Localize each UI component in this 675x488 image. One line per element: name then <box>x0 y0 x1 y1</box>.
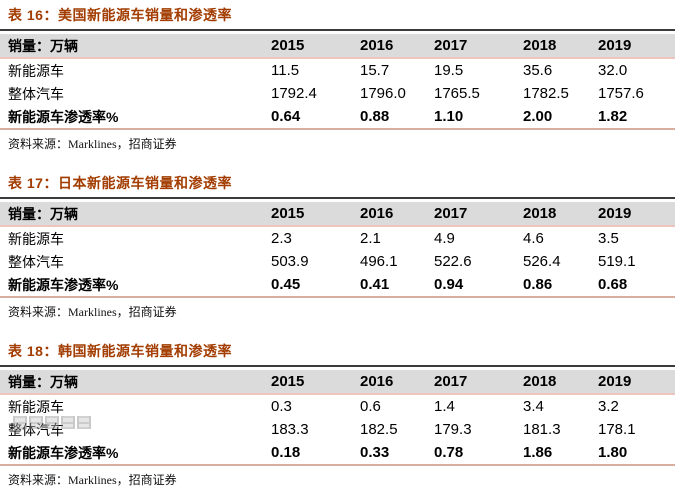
value-cell: 0.41 <box>360 276 390 293</box>
value-cell: 183.3 <box>271 421 309 438</box>
year-header-cell: 2017 <box>434 37 468 54</box>
header-row: 销量：万辆 2015 2016 2017 2018 2019 <box>0 34 675 58</box>
table-row: 整体汽车 183.3 182.5 179.3 181.3 178.1 <box>0 418 675 441</box>
value-cell: 0.68 <box>598 276 628 293</box>
value-cell: 1796.0 <box>360 85 406 102</box>
year-header-cell: 2018 <box>523 37 557 54</box>
value-cell: 1757.6 <box>598 85 644 102</box>
year-header-cell: 2017 <box>434 205 468 222</box>
table-row-penetration: 新能源车渗透率% 0.45 0.41 0.94 0.86 0.68 <box>0 273 675 297</box>
table-block-japan: 表 17：日本新能源车销量和渗透率 销量：万辆 2015 2016 2017 2… <box>0 173 675 320</box>
row-label-cell: 新能源车 <box>8 64 64 80</box>
value-cell: 2.00 <box>523 108 553 125</box>
table-title: 表 16：美国新能源车销量和渗透率 <box>0 5 675 31</box>
row-label-cell: 新能源车 <box>8 232 64 248</box>
data-table: 销量：万辆 2015 2016 2017 2018 2019 新能源车 11.5… <box>0 34 675 130</box>
value-cell: 1.80 <box>598 444 628 461</box>
value-cell: 519.1 <box>598 253 636 270</box>
value-cell: 3.5 <box>598 230 619 247</box>
source-note: 资料来源：Marklines，招商证券 <box>8 305 177 319</box>
table-row: 新能源车 2.3 2.1 4.9 4.6 3.5 <box>0 226 675 250</box>
value-cell: 3.2 <box>598 398 619 415</box>
value-cell: 1765.5 <box>434 85 480 102</box>
value-cell: 11.5 <box>271 62 300 79</box>
value-cell: 35.6 <box>523 62 553 79</box>
table-block-korea: 表 18：韩国新能源车销量和渗透率 销量：万辆 2015 2016 2017 2… <box>0 341 675 488</box>
year-header-cell: 2019 <box>598 205 632 222</box>
data-table: 销量：万辆 2015 2016 2017 2018 2019 新能源车 0.3 … <box>0 370 675 466</box>
value-cell: 1.10 <box>434 108 464 125</box>
value-cell: 0.94 <box>434 276 464 293</box>
row-label-cell: 新能源车渗透率% <box>8 276 119 293</box>
value-cell: 0.78 <box>434 444 464 461</box>
table-row: 新能源车 0.3 0.6 1.4 3.4 3.2 <box>0 394 675 418</box>
value-cell: 0.64 <box>271 108 301 125</box>
table-title: 表 18：韩国新能源车销量和渗透率 <box>0 341 675 367</box>
header-label-cell: 销量：万辆 <box>8 373 78 390</box>
value-cell: 2.3 <box>271 230 292 247</box>
table-row: 新能源车 11.5 15.7 19.5 35.6 32.0 <box>0 58 675 82</box>
year-header-cell: 2015 <box>271 373 305 390</box>
year-header-cell: 2018 <box>523 205 557 222</box>
row-label-cell: 新能源车 <box>8 400 64 416</box>
table-row-penetration: 新能源车渗透率% 0.18 0.33 0.78 1.86 1.80 <box>0 441 675 465</box>
value-cell: 179.3 <box>434 421 472 438</box>
table-row: 整体汽车 1792.4 1796.0 1765.5 1782.5 1757.6 <box>0 82 675 105</box>
value-cell: 0.6 <box>360 398 381 415</box>
row-label-cell: 整体汽车 <box>8 87 64 103</box>
value-cell: 32.0 <box>598 62 628 79</box>
value-cell: 0.88 <box>360 108 390 125</box>
value-cell: 0.33 <box>360 444 390 461</box>
value-cell: 1782.5 <box>523 85 569 102</box>
table-block-us: 表 16：美国新能源车销量和渗透率 销量：万辆 2015 2016 2017 2… <box>0 5 675 152</box>
data-table: 销量：万辆 2015 2016 2017 2018 2019 新能源车 2.3 … <box>0 202 675 298</box>
value-cell: 526.4 <box>523 253 561 270</box>
year-header-cell: 2016 <box>360 37 394 54</box>
header-label-cell: 销量：万辆 <box>8 205 78 222</box>
source-note: 资料来源：Marklines，招商证券 <box>8 137 177 151</box>
value-cell: 15.7 <box>360 62 390 79</box>
value-cell: 503.9 <box>271 253 309 270</box>
source-note: 资料来源：Marklines，招商证券 <box>8 473 177 487</box>
year-header-cell: 2019 <box>598 373 632 390</box>
table-row-penetration: 新能源车渗透率% 0.64 0.88 1.10 2.00 1.82 <box>0 105 675 129</box>
value-cell: 1.86 <box>523 444 553 461</box>
year-header-cell: 2015 <box>271 205 305 222</box>
value-cell: 178.1 <box>598 421 636 438</box>
header-row: 销量：万辆 2015 2016 2017 2018 2019 <box>0 202 675 226</box>
year-header-cell: 2017 <box>434 373 468 390</box>
header-row: 销量：万辆 2015 2016 2017 2018 2019 <box>0 370 675 394</box>
year-header-cell: 2016 <box>360 373 394 390</box>
year-header-cell: 2018 <box>523 373 557 390</box>
row-label-cell: 新能源车渗透率% <box>8 444 119 461</box>
table-row: 整体汽车 503.9 496.1 522.6 526.4 519.1 <box>0 250 675 273</box>
year-header-cell: 2016 <box>360 205 394 222</box>
row-label-cell: 整体汽车 <box>8 423 64 439</box>
value-cell: 522.6 <box>434 253 472 270</box>
row-label-cell: 新能源车渗透率% <box>8 108 119 125</box>
header-label-cell: 销量：万辆 <box>8 37 78 54</box>
value-cell: 19.5 <box>434 62 464 79</box>
value-cell: 4.9 <box>434 230 455 247</box>
value-cell: 496.1 <box>360 253 398 270</box>
value-cell: 0.86 <box>523 276 553 293</box>
year-header-cell: 2019 <box>598 37 632 54</box>
row-label-cell: 整体汽车 <box>8 255 64 271</box>
value-cell: 0.18 <box>271 444 301 461</box>
value-cell: 1792.4 <box>271 85 317 102</box>
value-cell: 182.5 <box>360 421 398 438</box>
value-cell: 1.4 <box>434 398 455 415</box>
value-cell: 3.4 <box>523 398 544 415</box>
value-cell: 181.3 <box>523 421 561 438</box>
table-title: 表 17：日本新能源车销量和渗透率 <box>0 173 675 199</box>
value-cell: 1.82 <box>598 108 628 125</box>
value-cell: 0.45 <box>271 276 301 293</box>
value-cell: 4.6 <box>523 230 544 247</box>
value-cell: 0.3 <box>271 398 292 415</box>
year-header-cell: 2015 <box>271 37 305 54</box>
value-cell: 2.1 <box>360 230 381 247</box>
